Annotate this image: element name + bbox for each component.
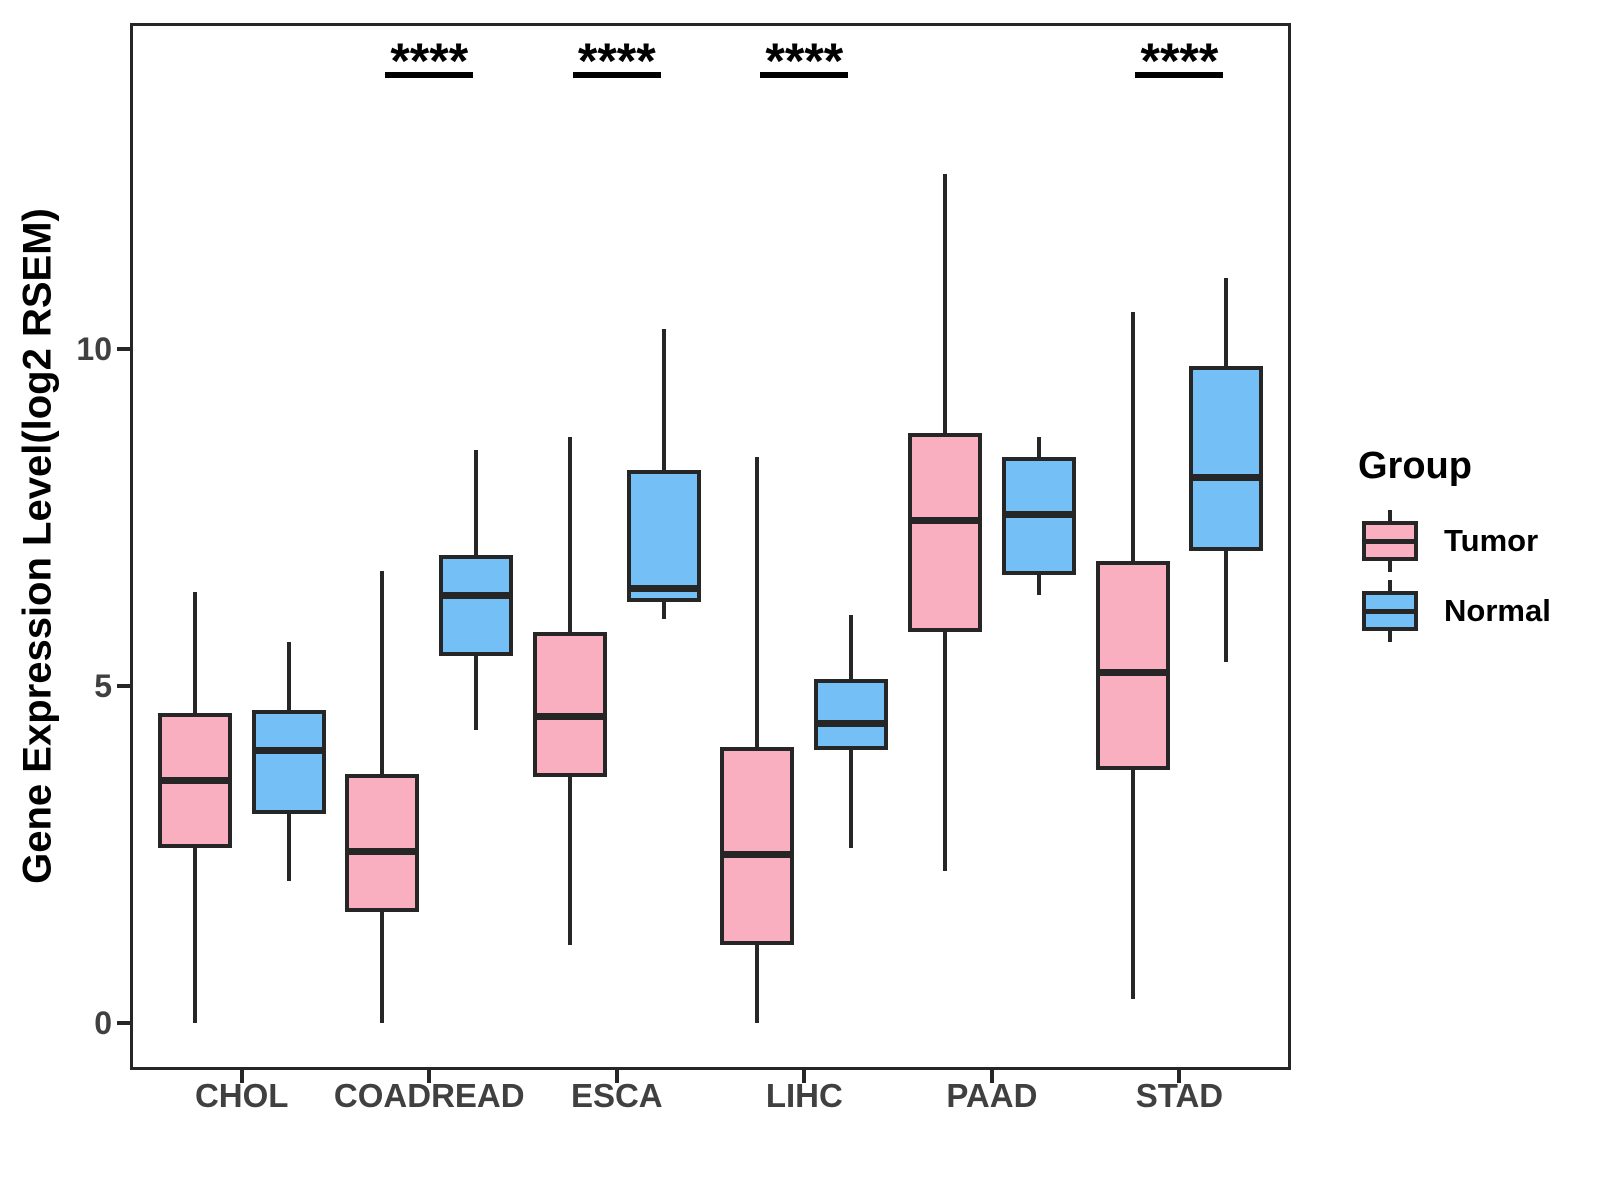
x-axis-tick-label: CHOL	[194, 1077, 289, 1114]
y-axis-tick	[117, 1021, 130, 1025]
box-stad-normal	[1189, 365, 1264, 552]
whisker-lihc-tumor	[755, 456, 760, 1023]
box-esca-normal	[626, 470, 701, 602]
box-esca-tumor	[532, 632, 607, 777]
legend-title: Group	[1358, 445, 1472, 487]
median-paad-tumor	[908, 517, 982, 525]
significance-bar-lihc	[760, 72, 849, 78]
legend-glyph-median	[1362, 539, 1418, 544]
x-axis-tick-label: ESCA	[570, 1077, 663, 1114]
median-stad-tumor	[1095, 669, 1170, 677]
legend-key-tumor-icon	[1362, 510, 1418, 572]
x-axis-tick-label: LIHC	[765, 1077, 843, 1114]
median-esca-normal	[626, 584, 701, 592]
x-axis-tick	[989, 1070, 994, 1083]
x-axis-tick	[427, 1070, 432, 1083]
box-chol-normal	[251, 709, 326, 815]
y-axis-tick-label: 0	[94, 1005, 112, 1041]
box-paad-tumor	[908, 433, 982, 633]
x-axis-tick	[1177, 1070, 1182, 1083]
legend-key-normal-icon	[1362, 580, 1418, 642]
plot-panel	[130, 23, 1291, 1070]
median-paad-normal	[1001, 510, 1076, 518]
box-lihc-normal	[814, 679, 889, 751]
y-axis-tick-label: 5	[94, 668, 112, 704]
significance-stars-stad: ****	[1140, 33, 1219, 89]
x-axis-tick	[239, 1070, 244, 1083]
median-lihc-tumor	[720, 851, 795, 858]
median-coadread-normal	[439, 591, 514, 599]
box-coadread-tumor	[345, 773, 420, 912]
significance-stars-esca: ****	[577, 33, 656, 89]
median-esca-tumor	[532, 712, 607, 720]
legend: Group Tumor Normal	[1330, 440, 1590, 680]
significance-bar-esca	[572, 72, 661, 78]
significance-stars-coadread: ****	[390, 33, 469, 89]
legend-label-tumor: Tumor	[1444, 523, 1539, 558]
y-axis-tick	[117, 347, 130, 351]
median-chol-normal	[251, 746, 326, 754]
median-stad-normal	[1189, 473, 1264, 481]
legend-label-normal: Normal	[1444, 593, 1551, 628]
box-stad-tumor	[1095, 561, 1170, 771]
box-coadread-normal	[439, 554, 514, 656]
x-axis-tick-label: PAAD	[946, 1077, 1038, 1114]
significance-bar-coadread	[385, 72, 474, 78]
significance-bar-stad	[1135, 72, 1224, 78]
x-axis-tick	[802, 1070, 807, 1083]
box-lihc-tumor	[720, 746, 795, 946]
median-chol-tumor	[157, 776, 232, 784]
x-axis-tick-label: STAD	[1135, 1077, 1224, 1114]
significance-stars-lihc: ****	[765, 33, 844, 89]
y-axis-tick	[117, 684, 130, 688]
x-axis-tick-label: COADREAD	[333, 1077, 525, 1114]
median-coadread-tumor	[345, 847, 420, 855]
median-lihc-normal	[814, 719, 889, 727]
legend-glyph-median	[1362, 609, 1418, 614]
y-axis-tick-label: 10	[76, 331, 112, 367]
x-axis-tick	[614, 1070, 619, 1083]
